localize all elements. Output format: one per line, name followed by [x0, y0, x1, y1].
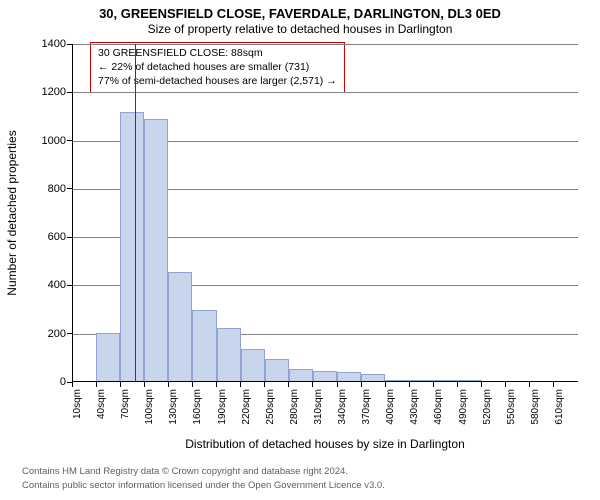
xtick-mark: [288, 382, 289, 387]
footer-line-2: Contains public sector information licen…: [22, 480, 385, 491]
page-subtitle: Size of property relative to detached ho…: [0, 21, 600, 36]
page-title: 30, GREENSFIELD CLOSE, FAVERDALE, DARLIN…: [0, 0, 600, 21]
x-axis-label: Distribution of detached houses by size …: [185, 437, 465, 451]
xtick-label: 490sqm: [458, 389, 469, 425]
xtick-mark: [216, 382, 217, 387]
xtick-label: 160sqm: [192, 389, 203, 425]
chart-container: 30, GREENSFIELD CLOSE, FAVERDALE, DARLIN…: [0, 0, 600, 500]
xtick-label: 190sqm: [217, 389, 228, 425]
xtick-label: 520sqm: [482, 389, 493, 425]
xtick-mark: [144, 382, 145, 387]
histogram-bar: [96, 333, 120, 382]
xtick-mark: [337, 382, 338, 387]
histogram-bar: [289, 369, 313, 382]
ytick-label: 800: [48, 183, 72, 195]
xtick-label: 220sqm: [241, 389, 252, 425]
footer-line-1: Contains HM Land Registry data © Crown c…: [22, 466, 348, 477]
xtick-mark: [312, 382, 313, 387]
gridline: [72, 92, 578, 93]
xtick-label: 40sqm: [96, 389, 107, 419]
ytick-label: 1400: [42, 38, 72, 50]
histogram-bar: [168, 272, 192, 382]
histogram-plot: 020040060080010001200140010sqm40sqm70sqm…: [72, 44, 578, 382]
histogram-bar: [241, 349, 265, 382]
xtick-mark: [72, 382, 73, 387]
xtick-mark: [240, 382, 241, 387]
xtick-mark: [433, 382, 434, 387]
xtick-label: 550sqm: [506, 389, 517, 425]
xtick-label: 100sqm: [144, 389, 155, 425]
xtick-mark: [192, 382, 193, 387]
ytick-label: 200: [48, 328, 72, 340]
xtick-mark: [457, 382, 458, 387]
xtick-label: 280sqm: [289, 389, 300, 425]
xtick-mark: [505, 382, 506, 387]
ytick-label: 1200: [42, 86, 72, 98]
histogram-bar: [217, 328, 241, 382]
xtick-mark: [553, 382, 554, 387]
histogram-bar: [265, 359, 289, 382]
xtick-mark: [529, 382, 530, 387]
ytick-label: 1000: [42, 135, 72, 147]
histogram-bar: [192, 310, 216, 382]
xtick-label: 610sqm: [554, 389, 565, 425]
xtick-label: 400sqm: [385, 389, 396, 425]
y-axis-line: [72, 44, 73, 382]
xtick-label: 70sqm: [120, 389, 131, 419]
reference-line: [135, 44, 136, 382]
xtick-label: 370sqm: [361, 389, 372, 425]
histogram-bar: [120, 112, 144, 382]
ytick-label: 400: [48, 279, 72, 291]
xtick-mark: [264, 382, 265, 387]
xtick-mark: [385, 382, 386, 387]
xtick-label: 10sqm: [72, 389, 83, 419]
xtick-mark: [120, 382, 121, 387]
xtick-label: 460sqm: [433, 389, 444, 425]
histogram-bar: [144, 119, 168, 382]
xtick-label: 580sqm: [530, 389, 541, 425]
xtick-label: 130sqm: [168, 389, 179, 425]
y-axis-label: Number of detached properties: [5, 130, 19, 295]
xtick-label: 310sqm: [313, 389, 324, 425]
xtick-mark: [361, 382, 362, 387]
x-axis-line: [72, 381, 578, 382]
xtick-mark: [168, 382, 169, 387]
xtick-mark: [481, 382, 482, 387]
ytick-label: 600: [48, 231, 72, 243]
xtick-mark: [409, 382, 410, 387]
xtick-label: 340sqm: [337, 389, 348, 425]
xtick-label: 250sqm: [265, 389, 276, 425]
gridline: [72, 44, 578, 45]
ytick-label: 0: [60, 376, 72, 388]
xtick-mark: [96, 382, 97, 387]
xtick-label: 430sqm: [409, 389, 420, 425]
